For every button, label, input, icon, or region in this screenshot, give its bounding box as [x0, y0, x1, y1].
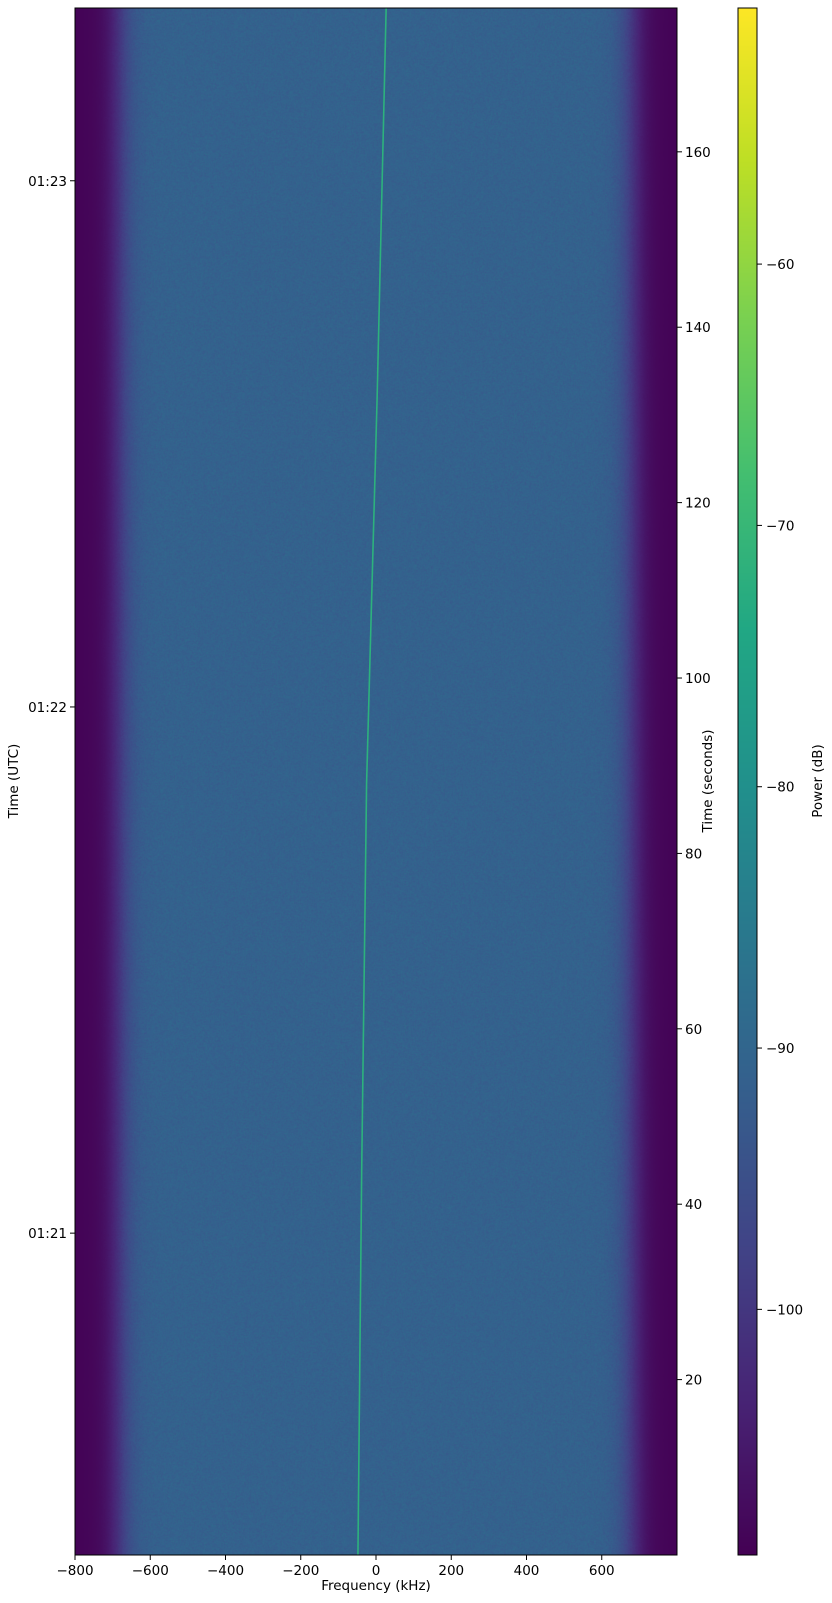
x-tick-label: −200 — [282, 1563, 319, 1579]
x-tick-label: −800 — [56, 1563, 93, 1579]
x-tick-label: −600 — [132, 1563, 169, 1579]
spectrogram-heatmap — [75, 8, 677, 1555]
right-y-tick-label: 80 — [685, 846, 702, 862]
colorbar-tick-label: −80 — [766, 780, 795, 796]
right-y-tick-label: 100 — [685, 671, 711, 687]
colorbar-ticks: −60 −70 −80 −90 −100 — [757, 257, 803, 1318]
colorbar-label: Power (dB) — [810, 744, 826, 817]
x-axis-ticks: −800 −600 −400 −200 0 200 400 600 — [56, 1555, 614, 1579]
colorbar-tick-label: −90 — [766, 1041, 795, 1057]
colorbar-tick-label: −70 — [766, 518, 795, 534]
left-y-tick-label: 01:21 — [28, 1226, 67, 1242]
right-y-tick-label: 60 — [685, 1022, 702, 1038]
right-y-tick-label: 160 — [685, 145, 711, 161]
right-y-axis-label: Time (seconds) — [700, 729, 716, 833]
x-tick-label: 600 — [589, 1563, 615, 1579]
left-y-axis-label: Time (UTC) — [6, 744, 22, 820]
x-tick-label: 200 — [438, 1563, 464, 1579]
x-tick-label: 0 — [372, 1563, 381, 1579]
right-y-tick-label: 20 — [685, 1373, 702, 1389]
colorbar-tick-label: −100 — [766, 1302, 803, 1318]
x-axis-label: Frequency (kHz) — [321, 1578, 431, 1594]
right-y-tick-label: 40 — [685, 1197, 702, 1213]
x-tick-label: 400 — [514, 1563, 540, 1579]
colorbar-tick-label: −60 — [766, 257, 795, 273]
right-y-tick-label: 120 — [685, 496, 711, 512]
right-y-tick-label: 140 — [685, 320, 711, 336]
colorbar — [738, 8, 757, 1555]
x-tick-label: −400 — [207, 1563, 244, 1579]
left-y-axis-ticks: 01:21 01:22 01:23 — [28, 174, 75, 1242]
left-y-tick-label: 01:23 — [28, 174, 67, 190]
left-y-tick-label: 01:22 — [28, 700, 67, 716]
